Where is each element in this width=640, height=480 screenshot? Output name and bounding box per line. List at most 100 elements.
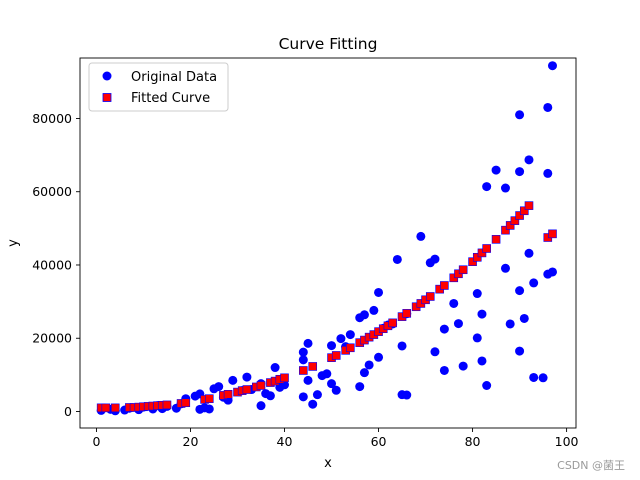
data-point-original	[472, 333, 482, 343]
data-point-fitted	[308, 362, 318, 371]
chart-title: Curve Fitting	[279, 35, 378, 53]
data-point-fitted	[482, 244, 491, 253]
data-point-original	[359, 368, 369, 378]
data-point-fitted	[548, 229, 557, 239]
data-point-original	[524, 155, 534, 165]
data-point-fitted	[242, 385, 252, 394]
legend-label-original-data: Original Data	[131, 70, 217, 85]
data-point-original	[336, 334, 346, 344]
data-point-original	[204, 404, 214, 414]
data-point-fitted	[162, 400, 172, 410]
data-point-original	[402, 390, 412, 400]
data-point-original	[505, 319, 515, 329]
data-point-fitted	[491, 235, 501, 244]
data-point-original	[515, 167, 525, 177]
legend-label-fitted-curve: Fitted Curve	[131, 91, 210, 106]
data-point-fitted	[472, 252, 482, 262]
data-point-original	[538, 373, 548, 383]
data-point-original	[228, 375, 238, 385]
data-point-original	[345, 330, 355, 340]
data-point-original	[543, 168, 553, 178]
x-tick-label: 40	[277, 434, 293, 449]
data-point-original	[500, 263, 510, 273]
x-tick-label: 80	[465, 434, 481, 449]
watermark: CSDN @菌王	[557, 459, 625, 472]
data-point-original	[265, 391, 275, 401]
data-point-fitted	[110, 403, 120, 413]
data-point-original	[547, 267, 557, 277]
data-point-original	[256, 401, 266, 411]
data-point-fitted	[468, 257, 477, 266]
data-point-original	[298, 355, 308, 365]
data-point-original	[364, 360, 374, 370]
data-point-fitted	[505, 221, 515, 230]
data-point-fitted	[331, 351, 341, 360]
data-point-original	[547, 61, 557, 71]
data-point-original	[374, 352, 384, 362]
y-axis-label: y	[6, 239, 21, 247]
y-tick-label: 40000	[32, 257, 72, 272]
data-point-original	[327, 379, 337, 389]
data-point-fitted	[402, 309, 412, 318]
data-point-original	[491, 165, 501, 175]
x-tick-label: 60	[371, 434, 387, 449]
data-point-original	[449, 298, 459, 308]
data-point-original	[242, 372, 252, 382]
y-tick-label: 20000	[32, 331, 72, 346]
data-point-original	[543, 102, 553, 112]
data-point-original	[214, 382, 224, 392]
data-point-original	[477, 356, 487, 366]
x-tick-label: 100	[555, 434, 579, 449]
legend-box	[88, 62, 229, 112]
data-point-fitted	[299, 366, 308, 375]
plot-area: 0 20 40 60 80 100 0 20000 40000 60000 80000	[32, 57, 579, 449]
data-point-original	[515, 346, 525, 356]
data-point-fitted	[458, 265, 468, 275]
data-point-original	[529, 372, 539, 382]
data-point-original	[327, 341, 337, 351]
data-point-original	[482, 381, 492, 391]
data-point-original	[359, 310, 369, 320]
legend: Original Data Fitted Curve	[88, 62, 229, 112]
data-point-original	[308, 399, 318, 409]
data-point-fitted	[425, 292, 435, 301]
data-point-fitted	[388, 318, 397, 328]
data-point-original	[303, 375, 313, 385]
data-point-fitted	[501, 225, 510, 235]
data-point-original	[416, 231, 426, 241]
data-point-original	[482, 182, 492, 192]
data-point-original	[303, 338, 313, 348]
data-point-fitted	[515, 211, 524, 220]
data-point-original	[374, 287, 384, 297]
data-point-fitted	[204, 394, 214, 403]
data-point-original	[430, 254, 440, 264]
data-point-original	[392, 254, 402, 264]
data-point-original	[312, 390, 322, 400]
data-point-original	[477, 309, 487, 319]
data-point-original	[439, 365, 449, 375]
data-point-fitted	[519, 206, 529, 216]
data-point-fitted	[477, 248, 487, 258]
data-point-original	[331, 385, 341, 395]
data-point-fitted	[346, 343, 355, 353]
data-point-original	[298, 392, 308, 402]
data-point-original	[369, 305, 379, 315]
data-point-original	[397, 341, 407, 351]
data-point-fitted	[280, 373, 289, 383]
data-point-fitted	[101, 403, 111, 413]
data-point-original	[519, 313, 529, 323]
x-tick-label: 0	[92, 434, 100, 449]
y-tick-label: 60000	[32, 184, 72, 199]
x-axis-label: x	[324, 456, 332, 471]
data-point-original	[355, 382, 365, 392]
data-point-original	[298, 347, 308, 357]
data-point-original	[322, 369, 332, 379]
data-point-original	[439, 324, 449, 334]
data-point-fitted	[510, 216, 520, 225]
data-point-fitted	[223, 389, 233, 399]
data-point-fitted	[440, 281, 449, 290]
data-point-fitted	[181, 398, 191, 408]
data-point-original	[430, 347, 440, 357]
data-point-fitted	[256, 381, 266, 390]
data-point-original	[500, 183, 510, 193]
